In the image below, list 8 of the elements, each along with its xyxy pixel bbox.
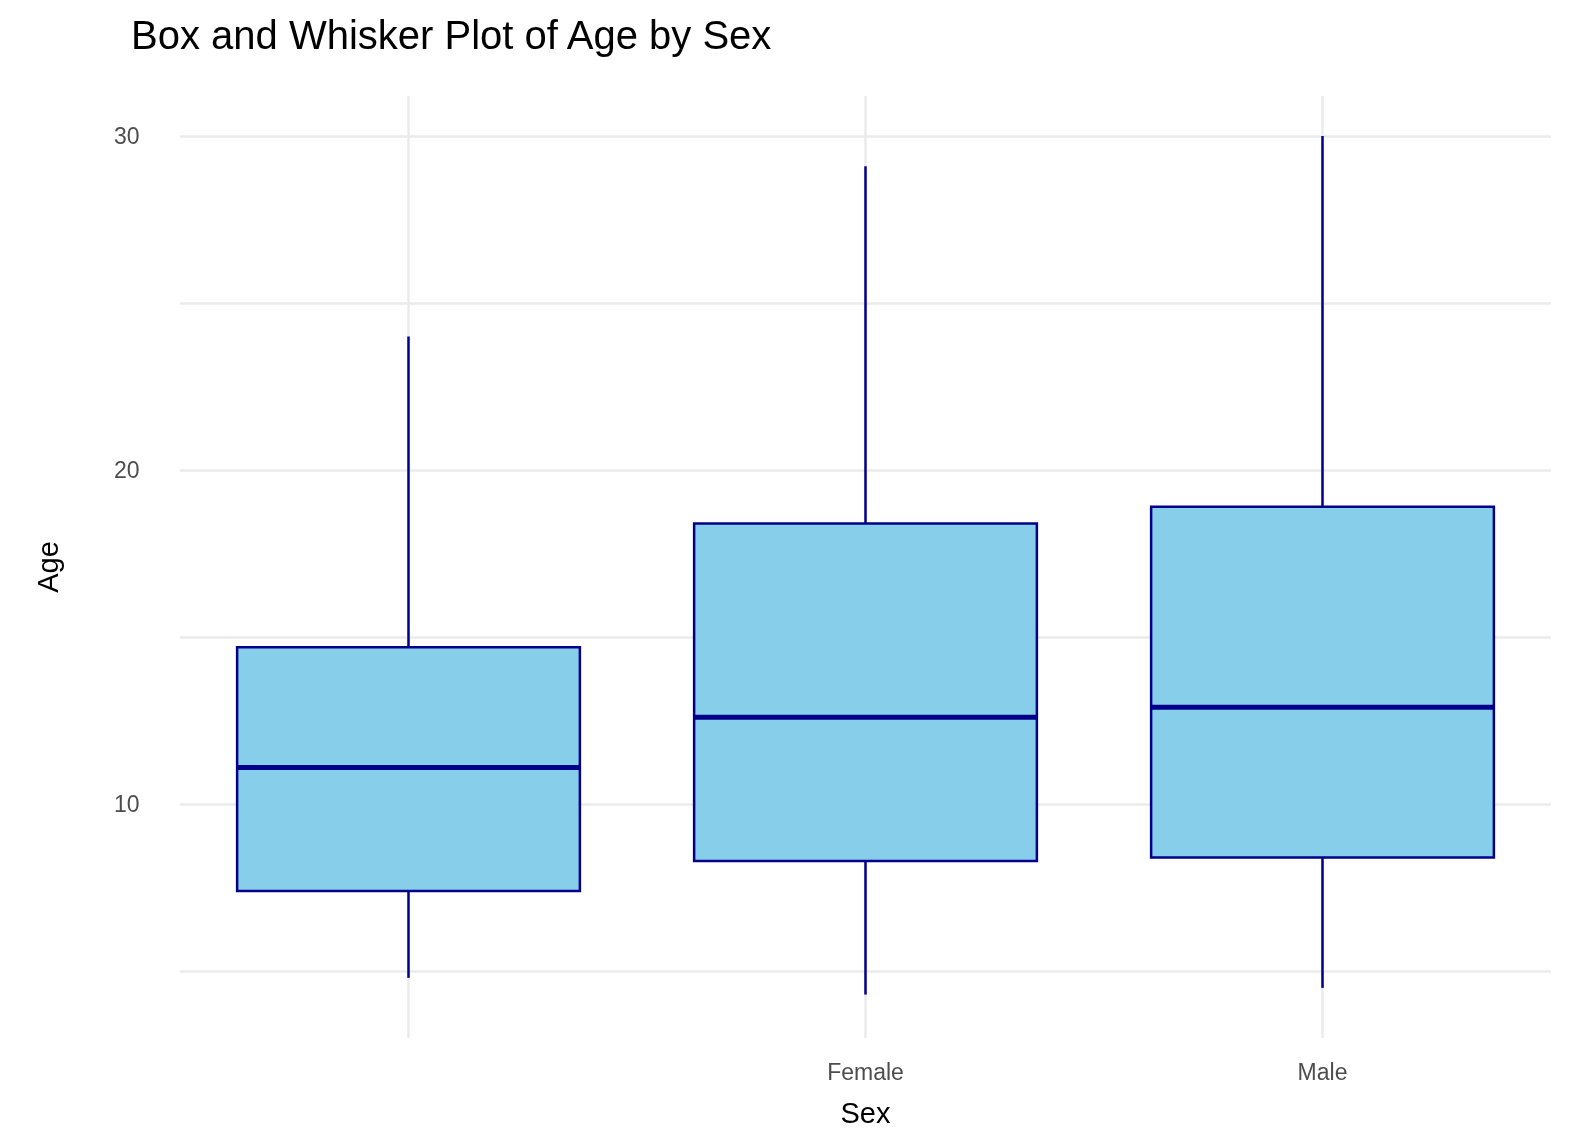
chart-title: Box and Whisker Plot of Age by Sex xyxy=(131,13,772,57)
x-axis-title: Sex xyxy=(840,1096,891,1129)
y-axis-title: Age xyxy=(31,541,64,593)
x-tick-label: Female xyxy=(827,1058,904,1085)
y-tick-label: 30 xyxy=(114,123,140,150)
y-tick-label: 10 xyxy=(114,791,140,818)
x-tick-label: Male xyxy=(1297,1058,1348,1085)
y-tick-label: 20 xyxy=(114,457,140,484)
